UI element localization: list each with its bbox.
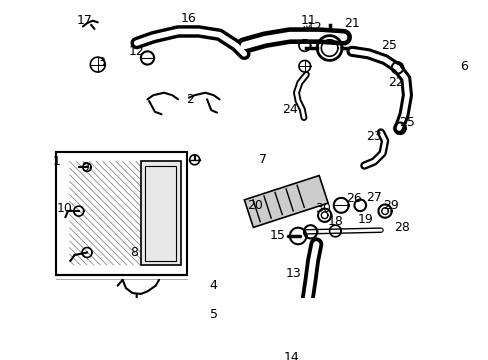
Text: 16: 16 xyxy=(181,12,196,25)
Text: 6: 6 xyxy=(459,60,467,73)
Text: 12: 12 xyxy=(128,45,144,58)
Text: 10: 10 xyxy=(57,202,72,215)
Text: 11: 11 xyxy=(300,14,315,27)
Text: 7: 7 xyxy=(259,153,267,166)
Text: 23: 23 xyxy=(366,130,382,143)
Text: 3: 3 xyxy=(97,55,105,69)
Text: 8: 8 xyxy=(130,246,138,259)
Text: 17: 17 xyxy=(77,14,92,27)
Text: 25: 25 xyxy=(399,116,414,129)
Bar xyxy=(141,161,180,265)
Text: 15: 15 xyxy=(269,229,285,243)
Text: 4: 4 xyxy=(209,279,217,292)
Text: 13: 13 xyxy=(285,267,301,280)
Text: 14: 14 xyxy=(283,351,299,360)
Bar xyxy=(144,166,176,261)
Text: 26: 26 xyxy=(346,192,362,205)
Text: 18: 18 xyxy=(327,215,343,228)
Bar xyxy=(244,176,327,228)
Text: 9: 9 xyxy=(81,161,89,174)
Text: 22: 22 xyxy=(387,76,403,89)
Bar xyxy=(56,152,187,275)
Text: 25: 25 xyxy=(381,39,396,52)
Text: 21: 21 xyxy=(344,17,359,30)
Text: 27: 27 xyxy=(366,190,382,203)
Text: 20: 20 xyxy=(246,199,263,212)
Text: 30: 30 xyxy=(314,202,330,215)
Text: 28: 28 xyxy=(393,221,409,234)
Text: 12: 12 xyxy=(306,21,322,34)
Text: 19: 19 xyxy=(357,213,373,226)
Text: 24: 24 xyxy=(282,103,297,116)
Text: 29: 29 xyxy=(382,199,398,212)
Text: 1: 1 xyxy=(52,155,60,168)
Text: 5: 5 xyxy=(209,308,217,321)
Text: 2: 2 xyxy=(186,93,194,106)
